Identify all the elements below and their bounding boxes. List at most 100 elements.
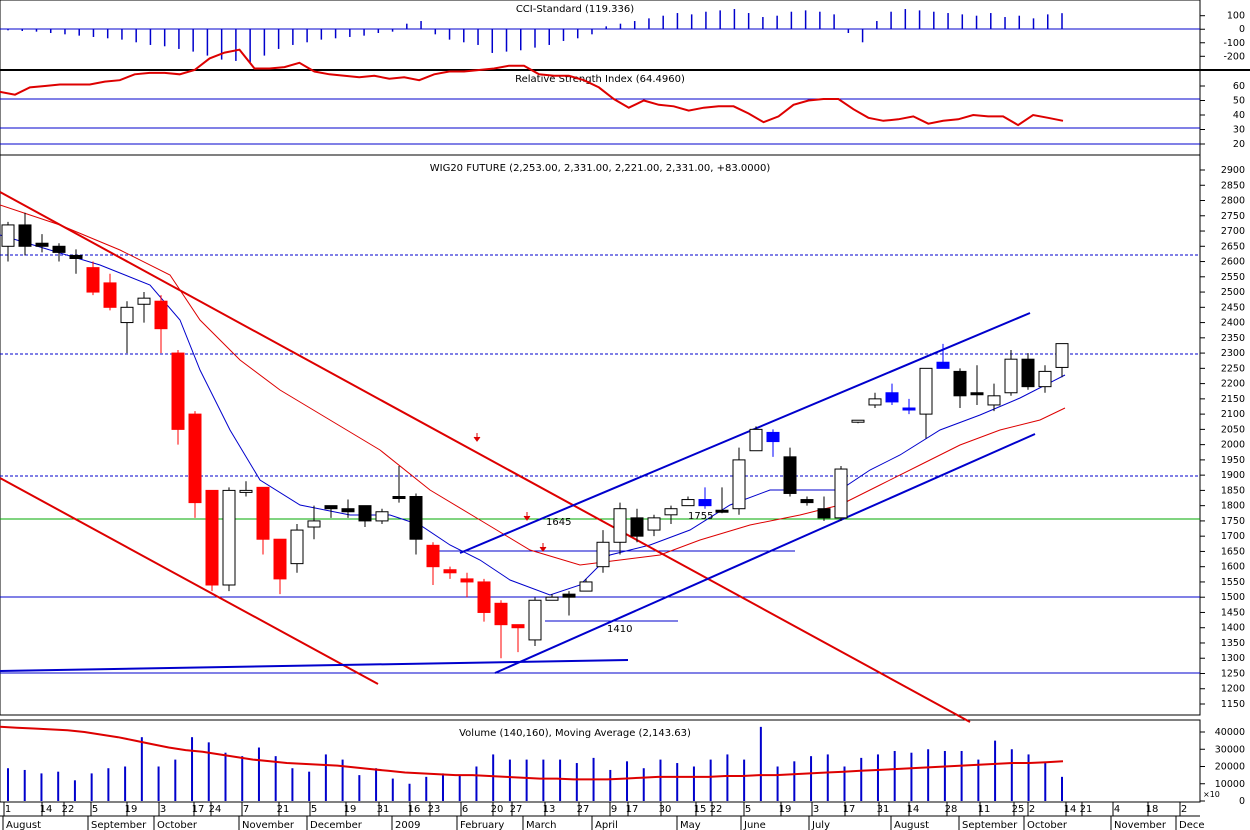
candle-body — [885, 392, 899, 403]
axis-tick-label: 2600 — [1221, 257, 1245, 268]
volume-bars — [7, 726, 1063, 801]
x-tick-label: 5 — [745, 804, 751, 815]
x-tick-label: 5 — [311, 804, 317, 815]
candle-body — [545, 596, 559, 601]
moving-average-blue — [0, 234, 1066, 596]
x-tick-label: 3 — [160, 804, 166, 815]
candle-body — [511, 624, 525, 629]
x-tick-label: 19 — [125, 804, 138, 815]
candle-body — [18, 224, 32, 247]
candle-body — [800, 499, 814, 504]
x-tick-label: 20 — [491, 804, 504, 815]
candle-body — [868, 398, 882, 406]
x-month-label: October — [157, 820, 198, 830]
axis-tick-label: 50 — [1233, 96, 1245, 107]
axis-tick-label: 1350 — [1221, 638, 1245, 649]
x-tick-label: 30 — [659, 804, 672, 815]
x-tick-label: 17 — [626, 804, 639, 815]
candle-body — [817, 508, 831, 519]
candle-body — [426, 544, 440, 568]
x-month-label: Dece — [1179, 820, 1205, 830]
x-tick-label: 7 — [243, 804, 249, 815]
candle-body — [528, 599, 542, 641]
candle-body — [460, 578, 474, 583]
candle-body — [290, 529, 304, 565]
candle-body — [596, 541, 610, 568]
rsi-title: Relative Strength Index (64.4960) — [515, 74, 685, 85]
axis-tick-label: 2400 — [1221, 318, 1245, 329]
axis-tick-label: 2150 — [1221, 394, 1245, 405]
axis-tick-label: 2650 — [1221, 241, 1245, 252]
rsi-axis-ticks: 60 50 40 30 20 — [1200, 81, 1245, 150]
candle-body — [52, 245, 66, 253]
x-month-label: October — [1027, 820, 1068, 830]
candle-body — [239, 489, 253, 493]
candle-body — [392, 496, 406, 500]
axis-tick-label: 2000 — [1221, 440, 1245, 451]
x-axis-ticks: 1 14 22 5 19 3 17 24 7 21 5 19 31 16 23 6 20 27 13 27 9 17 30 1… — [3, 802, 1187, 816]
axis-tick-label: 0 — [1239, 796, 1245, 807]
candle-body — [902, 407, 916, 411]
x-tick-label: 4 — [1114, 804, 1120, 815]
axis-tick-label: 2850 — [1221, 180, 1245, 191]
candle-body — [324, 505, 338, 510]
x-tick-label: 22 — [710, 804, 723, 815]
x-month-label: February — [460, 820, 504, 830]
candle-body — [222, 489, 236, 586]
candle-body — [953, 370, 967, 397]
x-tick-label: 27 — [577, 804, 590, 815]
x-tick-label: 24 — [209, 804, 222, 815]
volume-panel: Volume (140,160), Moving Average (2,143.… — [0, 725, 1245, 807]
axis-tick-label: 40000 — [1215, 727, 1245, 738]
x-tick-label: 18 — [1146, 804, 1159, 815]
candle-body — [256, 486, 270, 540]
x-tick-label: 15 — [694, 804, 707, 815]
candle-body — [35, 242, 49, 247]
axis-tick-label: 2800 — [1221, 196, 1245, 207]
axis-tick-label: 0 — [1239, 24, 1245, 35]
candle-body — [358, 505, 372, 522]
candle-body — [443, 569, 457, 574]
candle-body — [732, 459, 746, 510]
axis-tick-label: 2750 — [1221, 211, 1245, 222]
axis-tick-label: 2350 — [1221, 333, 1245, 344]
rsi-panel: Relative Strength Index (64.4960) 60 50 40… — [0, 48, 1245, 150]
x-tick-label: 1 — [5, 804, 11, 815]
candle-body — [987, 395, 1001, 406]
candle-body — [783, 456, 797, 494]
x-tick-label: 9 — [611, 804, 617, 815]
axis-tick-label: 2100 — [1221, 409, 1245, 420]
candle-body — [766, 431, 780, 443]
candle-body — [919, 367, 933, 415]
candle-body — [171, 352, 185, 430]
x-tick-label: 27 — [510, 804, 523, 815]
arrow-markers — [473, 433, 547, 552]
axis-tick-label: 2050 — [1221, 424, 1245, 435]
candle-body — [579, 581, 593, 592]
volume-title: Volume (140,160), Moving Average (2,143.… — [459, 728, 691, 739]
axis-tick-label: 1900 — [1221, 470, 1245, 481]
x-month-label: March — [526, 820, 556, 830]
x-tick-label: 14 — [1064, 804, 1077, 815]
x-tick-label: 16 — [408, 804, 421, 815]
cci-axis-ticks: 100 0 -100 -200 — [1200, 11, 1245, 62]
candle-body — [1, 224, 15, 247]
candle-body — [120, 306, 134, 324]
x-month-label: September — [962, 820, 1018, 830]
x-tick-label: 2 — [1181, 804, 1187, 815]
axis-tick-label: -200 — [1223, 51, 1245, 62]
x-tick-label: 23 — [428, 804, 441, 815]
axis-tick-label: 1450 — [1221, 607, 1245, 618]
x-tick-label: 31 — [377, 804, 390, 815]
candle-body — [154, 300, 168, 330]
axis-tick-label: 2250 — [1221, 363, 1245, 374]
annotation-1410: 1410 — [607, 624, 632, 635]
candle-body — [341, 508, 355, 513]
x-tick-label: 6 — [462, 804, 468, 815]
axis-tick-label: 30 — [1233, 125, 1245, 136]
arrow-down-icon — [523, 512, 531, 521]
candle-body — [1021, 358, 1035, 388]
axis-tick-label: 60 — [1233, 81, 1245, 92]
x-tick-label: 22 — [62, 804, 75, 815]
